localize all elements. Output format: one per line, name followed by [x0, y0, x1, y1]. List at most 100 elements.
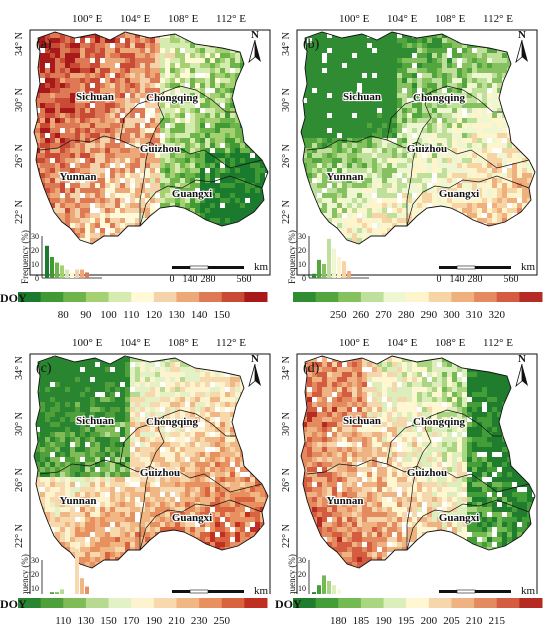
raster-cell — [302, 133, 307, 138]
raster-cell — [225, 123, 230, 128]
raster-cell — [70, 367, 75, 372]
raster-cell — [377, 153, 382, 158]
raster-cell — [347, 218, 352, 223]
raster-cell — [75, 123, 80, 128]
raster-cell — [452, 68, 457, 73]
raster-cell — [200, 357, 205, 362]
raster-cell — [220, 412, 225, 417]
raster-cell — [497, 58, 502, 63]
raster-cell — [457, 143, 462, 148]
raster-cell — [307, 103, 312, 108]
raster-cell — [240, 148, 245, 153]
raster-cell — [200, 93, 205, 98]
raster-cell — [65, 153, 70, 158]
raster-cell — [55, 153, 60, 158]
raster-cell — [150, 367, 155, 372]
raster-cell — [85, 48, 90, 53]
raster-cell — [75, 98, 80, 103]
raster-cell — [65, 228, 70, 233]
raster-cell — [407, 113, 412, 118]
raster-cell — [50, 223, 55, 228]
longitude-label: 104° E — [120, 13, 151, 25]
raster-cell — [317, 48, 322, 53]
raster-cell — [337, 103, 342, 108]
raster-cell — [40, 248, 45, 253]
raster-cell — [50, 93, 55, 98]
raster-cell — [170, 108, 175, 113]
raster-cell — [407, 198, 412, 203]
raster-cell — [422, 198, 427, 203]
raster-cell — [397, 183, 402, 188]
raster-cell — [492, 143, 497, 148]
raster-cell — [180, 203, 185, 208]
raster-cell — [265, 63, 268, 68]
raster-cell — [265, 83, 268, 88]
raster-cell — [437, 223, 442, 228]
raster-cell — [452, 78, 457, 83]
raster-cell — [65, 88, 70, 93]
raster-cell — [40, 153, 45, 158]
raster-cell — [65, 367, 70, 372]
raster-cell — [372, 128, 377, 133]
raster-cell — [512, 123, 517, 128]
raster-cell — [190, 402, 195, 407]
raster-cell — [34, 392, 35, 397]
raster-cell — [135, 248, 140, 253]
raster-cell — [412, 78, 417, 83]
raster-cell — [70, 83, 75, 88]
raster-cell — [170, 93, 175, 98]
raster-cell — [130, 73, 135, 78]
raster-cell — [452, 83, 457, 88]
raster-cell — [185, 118, 190, 123]
raster-cell — [35, 193, 40, 198]
raster-cell — [337, 78, 342, 83]
raster-cell — [407, 63, 412, 68]
raster-cell — [80, 173, 85, 178]
raster-cell — [230, 367, 235, 372]
raster-cell — [130, 193, 135, 198]
raster-cell — [527, 168, 532, 173]
raster-cell — [80, 83, 85, 88]
raster-cell — [507, 173, 512, 178]
raster-cell — [347, 158, 352, 163]
raster-cell — [457, 88, 462, 93]
raster-cell — [482, 48, 487, 53]
raster-cell — [537, 168, 542, 173]
raster-cell — [402, 68, 407, 73]
raster-cell — [352, 68, 357, 73]
histogram-bar — [337, 257, 341, 278]
raster-cell — [140, 243, 145, 244]
raster-cell — [477, 183, 482, 188]
raster-cell — [307, 63, 312, 68]
raster-cell — [45, 113, 50, 118]
raster-cell — [250, 203, 255, 208]
raster-cell — [442, 213, 447, 218]
raster-cell — [342, 198, 347, 203]
raster-cell — [235, 238, 240, 243]
raster-cell — [155, 248, 160, 253]
raster-cell — [337, 193, 342, 198]
raster-cell — [367, 168, 372, 173]
longitude-label: 108° E — [435, 13, 466, 25]
raster-cell — [245, 53, 250, 58]
raster-cell — [175, 382, 180, 387]
raster-cell — [472, 33, 477, 38]
raster-cell — [357, 108, 362, 113]
raster-cell — [255, 228, 260, 233]
raster-cell — [412, 228, 417, 233]
raster-cell — [220, 248, 225, 253]
raster-cell — [115, 98, 120, 103]
raster-cell — [145, 188, 150, 193]
raster-cell — [322, 183, 327, 188]
raster-cell — [45, 372, 50, 377]
raster-cell — [225, 68, 230, 73]
raster-cell — [175, 183, 180, 188]
raster-cell — [307, 203, 312, 208]
raster-cell — [165, 382, 170, 387]
raster-cell — [130, 123, 135, 128]
raster-cell — [342, 148, 347, 153]
raster-cell — [120, 173, 125, 178]
raster-cell — [150, 63, 155, 68]
raster-cell — [145, 123, 150, 128]
raster-cell — [492, 58, 497, 63]
